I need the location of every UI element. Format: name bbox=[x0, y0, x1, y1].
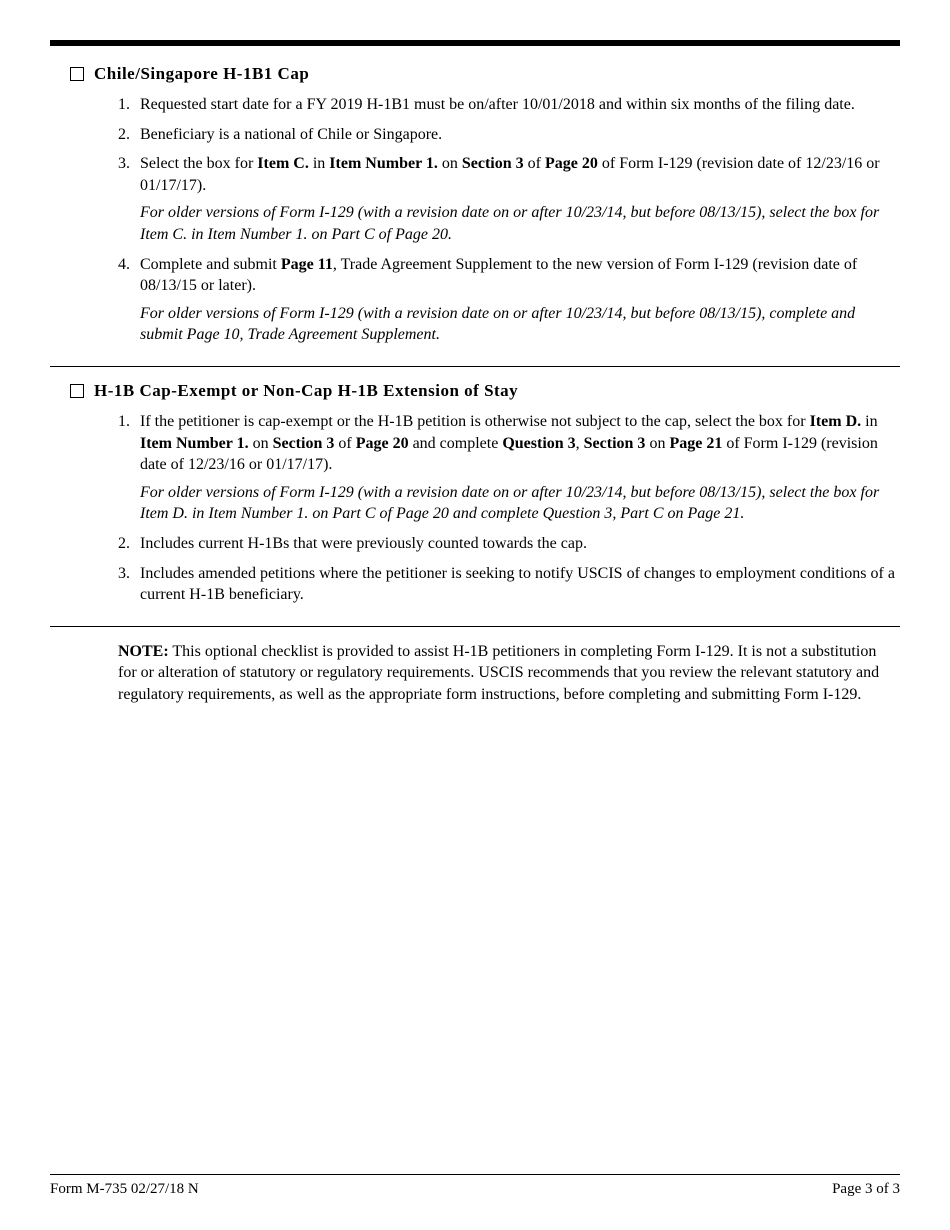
section2-title: H-1B Cap-Exempt or Non-Cap H-1B Extensio… bbox=[94, 381, 518, 401]
list-item: 3. Includes amended petitions where the … bbox=[118, 563, 900, 606]
list-item: 1. Requested start date for a FY 2019 H-… bbox=[118, 94, 900, 116]
list-item: 3. Select the box for Item C. in Item Nu… bbox=[118, 153, 900, 245]
item-text: Includes amended petitions where the pet… bbox=[140, 565, 895, 604]
list-item: 1. If the petitioner is cap-exempt or th… bbox=[118, 411, 900, 525]
item-text: Requested start date for a FY 2019 H-1B1… bbox=[140, 96, 855, 113]
section-cap-exempt: H-1B Cap-Exempt or Non-Cap H-1B Extensio… bbox=[50, 381, 900, 627]
item-number: 4. bbox=[118, 254, 130, 276]
item-number: 3. bbox=[118, 563, 130, 585]
item-number: 2. bbox=[118, 124, 130, 146]
page-footer: Form M-735 02/27/18 N Page 3 of 3 bbox=[50, 1174, 900, 1198]
item4-note: For older versions of Form I-129 (with a… bbox=[140, 303, 900, 346]
top-bar bbox=[50, 40, 900, 46]
footer-right: Page 3 of 3 bbox=[832, 1181, 900, 1198]
list-item: 2. Includes current H-1Bs that were prev… bbox=[118, 533, 900, 555]
section-chile-singapore: Chile/Singapore H-1B1 Cap 1. Requested s… bbox=[50, 64, 900, 367]
page-container: Chile/Singapore H-1B1 Cap 1. Requested s… bbox=[0, 0, 950, 705]
item-text: Complete and submit Page 11, Trade Agree… bbox=[140, 256, 857, 295]
section1-title: Chile/Singapore H-1B1 Cap bbox=[94, 64, 309, 84]
note-text: This optional checklist is provided to a… bbox=[118, 643, 879, 703]
section1-list: 1. Requested start date for a FY 2019 H-… bbox=[50, 94, 900, 346]
item1-note: For older versions of Form I-129 (with a… bbox=[140, 482, 900, 525]
item-text: Select the box for Item C. in Item Numbe… bbox=[140, 155, 880, 194]
list-item: 2. Beneficiary is a national of Chile or… bbox=[118, 124, 900, 146]
item-text: If the petitioner is cap-exempt or the H… bbox=[140, 413, 878, 473]
checkbox-chile-singapore[interactable] bbox=[70, 67, 84, 81]
item-number: 3. bbox=[118, 153, 130, 175]
section2-header: H-1B Cap-Exempt or Non-Cap H-1B Extensio… bbox=[50, 381, 900, 401]
list-item: 4. Complete and submit Page 11, Trade Ag… bbox=[118, 254, 900, 346]
item3-note: For older versions of Form I-129 (with a… bbox=[140, 202, 900, 245]
item-number: 2. bbox=[118, 533, 130, 555]
footer-left: Form M-735 02/27/18 N bbox=[50, 1181, 199, 1198]
item-text: Beneficiary is a national of Chile or Si… bbox=[140, 126, 442, 143]
item-number: 1. bbox=[118, 411, 130, 433]
item-number: 1. bbox=[118, 94, 130, 116]
item-text: Includes current H-1Bs that were previou… bbox=[140, 535, 587, 552]
section1-header: Chile/Singapore H-1B1 Cap bbox=[50, 64, 900, 84]
note-label: NOTE: bbox=[118, 643, 169, 660]
section2-list: 1. If the petitioner is cap-exempt or th… bbox=[50, 411, 900, 606]
checkbox-cap-exempt[interactable] bbox=[70, 384, 84, 398]
note-block: NOTE: This optional checklist is provide… bbox=[50, 641, 900, 706]
